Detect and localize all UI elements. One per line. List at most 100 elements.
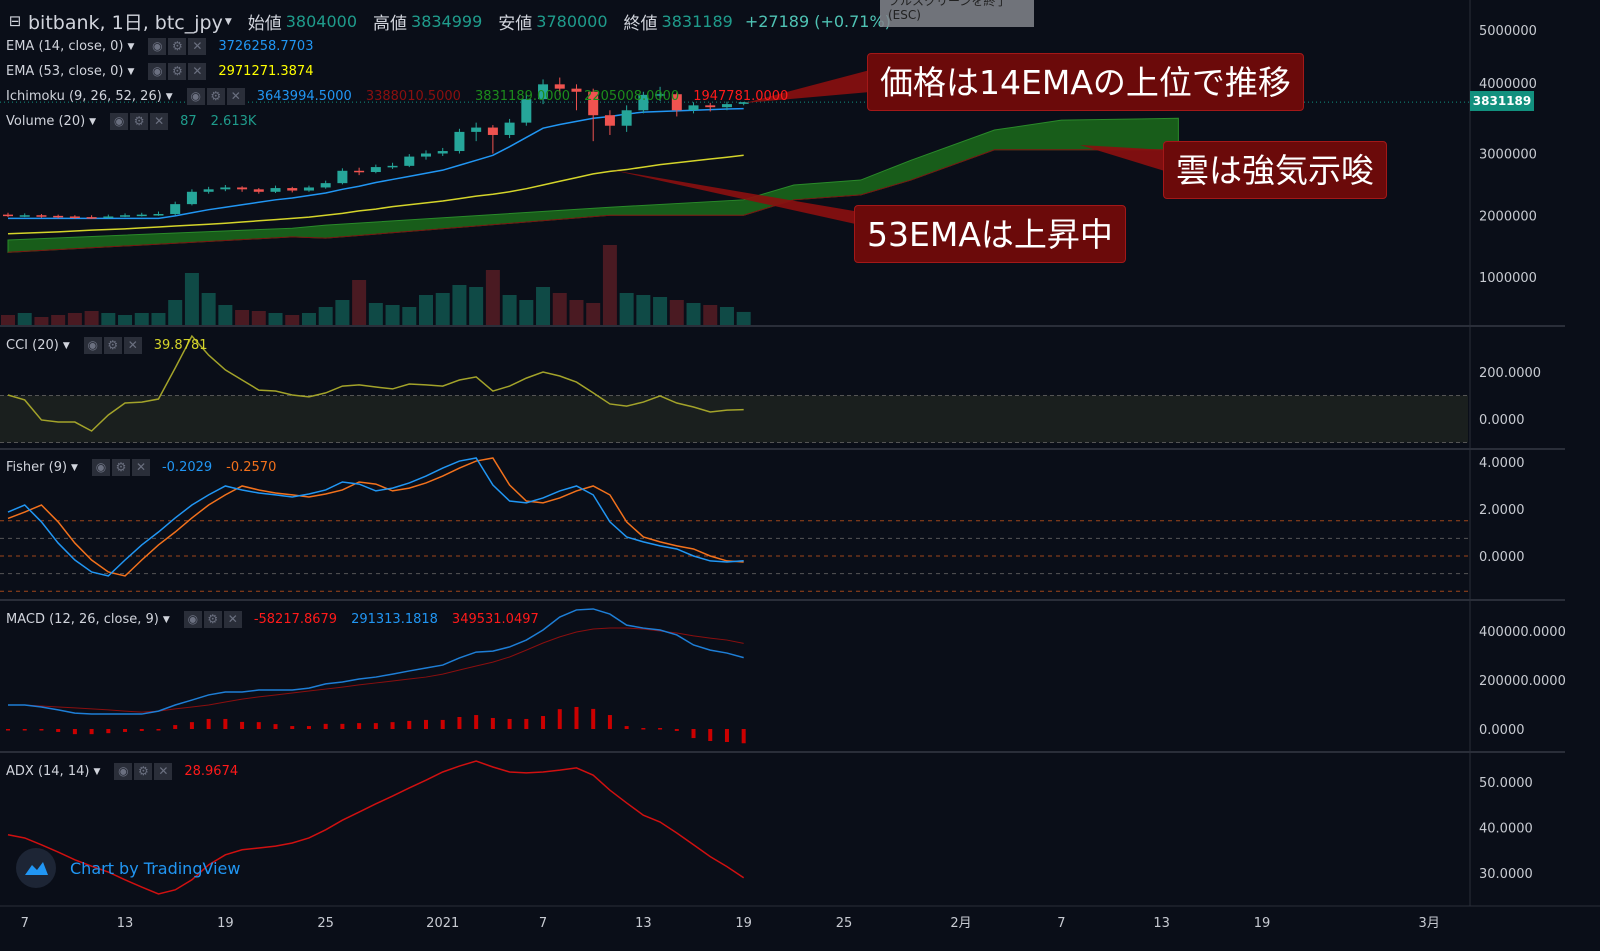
open-label: 始値 xyxy=(247,14,282,34)
candle-body xyxy=(688,105,699,111)
macd-histogram-bar xyxy=(407,720,412,729)
candle-body xyxy=(270,188,281,192)
gear-icon[interactable]: ⚙ xyxy=(203,611,222,628)
macd-histogram-bar xyxy=(256,722,261,729)
close-icon[interactable]: ✕ xyxy=(226,88,245,105)
eye-icon[interactable]: ◉ xyxy=(148,63,167,80)
candle-body xyxy=(421,153,431,157)
close-icon[interactable]: ✕ xyxy=(154,763,173,780)
eye-icon[interactable]: ◉ xyxy=(148,38,167,55)
legend-name[interactable]: Ichimoku (9, 26, 52, 26) xyxy=(6,89,162,104)
close-icon[interactable]: ✕ xyxy=(123,337,142,354)
volume-bar xyxy=(335,300,350,325)
legend-name[interactable]: Fisher (9) xyxy=(6,460,68,475)
volume-bar xyxy=(17,313,32,325)
close-icon[interactable]: ✕ xyxy=(150,113,169,130)
chevron-down-icon[interactable]: ▼ xyxy=(162,614,170,625)
volume-bar xyxy=(619,293,634,325)
gear-icon[interactable]: ⚙ xyxy=(103,337,122,354)
legend-name[interactable]: MACD (12, 26, close, 9) xyxy=(6,612,159,627)
candle-body xyxy=(454,131,465,152)
legend-value: 2.613K xyxy=(210,114,257,129)
gear-icon[interactable]: ⚙ xyxy=(134,763,153,780)
chevron-down-icon[interactable]: ▼ xyxy=(127,66,135,77)
candlesticks xyxy=(3,77,749,219)
close-label: 終値 xyxy=(623,14,658,34)
eye-icon[interactable]: ◉ xyxy=(186,88,205,105)
volume-bar xyxy=(552,293,567,325)
gear-icon[interactable]: ⚙ xyxy=(168,38,187,55)
chevron-down-icon[interactable]: ▼ xyxy=(89,116,97,127)
gear-icon[interactable]: ⚙ xyxy=(168,63,187,80)
volume-bar xyxy=(251,311,266,325)
eye-icon[interactable]: ◉ xyxy=(83,337,102,354)
candle-body xyxy=(538,84,549,100)
tooltip-text: フルスクリーンを終了 xyxy=(888,0,1008,8)
legend-name[interactable]: ADX (14, 14) xyxy=(6,764,90,779)
chevron-down-icon[interactable]: ▼ xyxy=(62,340,70,351)
chevron-down-icon[interactable]: ▼ xyxy=(165,91,173,102)
close-icon[interactable]: ✕ xyxy=(131,459,150,476)
legend-value: 3388010.5000 xyxy=(365,89,461,104)
gear-icon[interactable]: ⚙ xyxy=(206,88,225,105)
close-icon[interactable]: ✕ xyxy=(188,38,207,55)
macd-histogram-bar xyxy=(323,723,328,729)
close-icon[interactable]: ✕ xyxy=(223,611,242,628)
annotation-price-above-ema14[interactable]: 価格は14EMAの上位で推移 xyxy=(867,53,1304,111)
volume-bar xyxy=(352,280,367,325)
macd-histogram-bar xyxy=(357,723,362,729)
legend-name[interactable]: Volume (20) xyxy=(6,114,86,129)
candle-body xyxy=(370,167,381,173)
annotation-cloud-bullish[interactable]: 雲は強気示唆 xyxy=(1163,141,1387,199)
annotation-ema53-rising[interactable]: 53EMAは上昇中 xyxy=(854,205,1126,263)
eye-icon[interactable]: ◉ xyxy=(91,459,110,476)
legend-name[interactable]: EMA (53, close, 0) xyxy=(6,64,124,79)
tradingview-logo-icon xyxy=(16,848,56,888)
close-icon[interactable]: ✕ xyxy=(188,63,207,80)
macd-histogram-bar xyxy=(173,725,178,729)
legend-name[interactable]: EMA (14, close, 0) xyxy=(6,39,124,54)
gear-icon[interactable]: ⚙ xyxy=(130,113,149,130)
chevron-down-icon[interactable]: ▼ xyxy=(71,462,78,473)
volume-bar xyxy=(201,293,216,325)
candle-body xyxy=(86,217,97,219)
macd-histogram-bar xyxy=(440,719,445,729)
macd-histogram-bar xyxy=(390,722,395,729)
last-price-label: 3831189 xyxy=(1470,91,1534,111)
eye-icon[interactable]: ◉ xyxy=(110,113,129,130)
macd-histogram-bar xyxy=(123,729,128,732)
time-axis-label: 7 xyxy=(539,916,547,931)
volume-bar xyxy=(318,307,333,325)
legend-value: -58217.8679 xyxy=(253,612,338,627)
volume-bar xyxy=(502,295,517,325)
macd-histogram-bar xyxy=(306,726,311,729)
macd-histogram-bar xyxy=(290,726,295,729)
chevron-down-icon[interactable]: ▼ xyxy=(224,16,232,27)
symbol-title[interactable]: bitbank, 1日, btc_jpy xyxy=(28,12,223,34)
legend-fisher: Fisher (9) ▼ ◉ ⚙ ✕ -0.2029 -0.2570 xyxy=(6,459,284,476)
time-axis-label: 2021 xyxy=(426,916,459,931)
fisher-axis-label: 4.0000 xyxy=(1479,456,1525,471)
chevron-down-icon[interactable]: ▼ xyxy=(127,41,135,52)
legend-value: 349531.0497 xyxy=(451,612,539,627)
chevron-down-icon[interactable]: ▼ xyxy=(93,766,101,777)
candle-body xyxy=(69,216,80,218)
macd-axis-label: 400000.0000 xyxy=(1479,625,1566,640)
legend-value: 1947781.0000 xyxy=(693,89,789,104)
gear-icon[interactable]: ⚙ xyxy=(111,459,130,476)
adx-line xyxy=(7,760,745,895)
eye-icon[interactable]: ◉ xyxy=(114,763,133,780)
eye-icon[interactable]: ◉ xyxy=(183,611,202,628)
tradingview-branding[interactable]: Chart by TradingView xyxy=(16,848,240,888)
legend-name[interactable]: CCI (20) xyxy=(6,338,59,353)
legend-value: 3643994.5000 xyxy=(256,89,352,104)
candle-body xyxy=(554,84,565,89)
volume-bar xyxy=(268,313,283,325)
macd-histogram-bar xyxy=(89,729,94,735)
low-label: 安値 xyxy=(498,14,533,34)
collapse-icon[interactable]: ⊟ xyxy=(8,12,22,30)
macd-histogram-bar xyxy=(139,729,144,731)
branding-text[interactable]: Chart by TradingView xyxy=(70,858,241,878)
exit-fullscreen-tooltip: フルスクリーンを終了 (ESC) xyxy=(880,0,1034,27)
